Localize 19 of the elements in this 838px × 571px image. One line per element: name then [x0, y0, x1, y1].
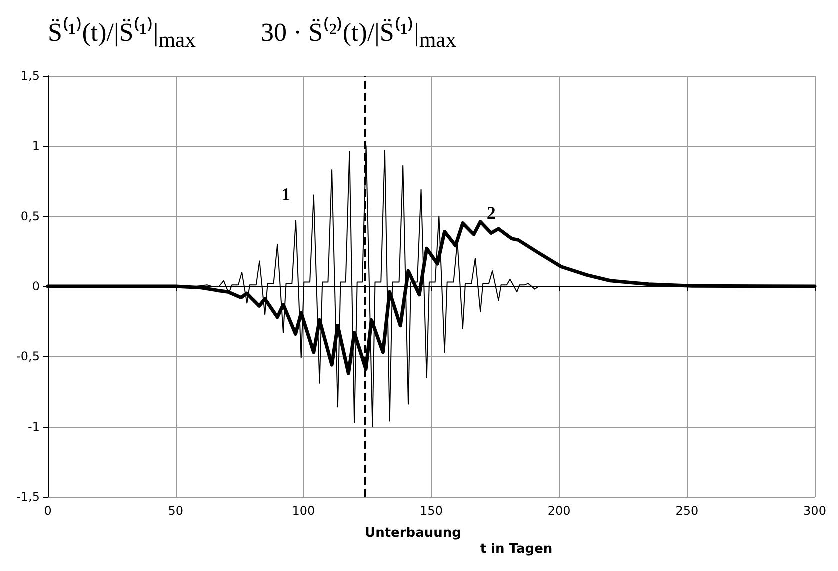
x-tick-label: 150	[420, 504, 443, 518]
y-tick-label: -0,5	[16, 350, 40, 364]
y-tick-label: 1	[32, 139, 40, 154]
x-tick-label: 300	[804, 504, 826, 518]
y-tick-label: 1,5	[20, 69, 40, 83]
x-tick-label: 200	[548, 504, 571, 518]
y-tick-label: -1,5	[16, 490, 40, 504]
ref-line-label: Unterbauung	[365, 526, 462, 541]
x-tick-label: 50	[168, 504, 184, 518]
y-tick-label: 0,5	[20, 209, 40, 224]
x-tick-label: 0	[44, 504, 52, 518]
y-tick-label: 0	[32, 280, 40, 294]
series-label: 2	[486, 203, 496, 224]
x-axis-title: t in Tagen	[480, 542, 553, 557]
text: S̈⁽¹⁾(t)/|S̈⁽¹⁾|$_{max}$ 30 · S̈⁽²⁾(t)/|S̈⁽¹⁾|$_{max}$	[48, 18, 457, 52]
x-tick-label: 250	[676, 504, 699, 518]
series-label: 1	[281, 184, 290, 205]
x-tick-label: 100	[292, 504, 316, 518]
y-tick-label: -1	[28, 420, 40, 434]
